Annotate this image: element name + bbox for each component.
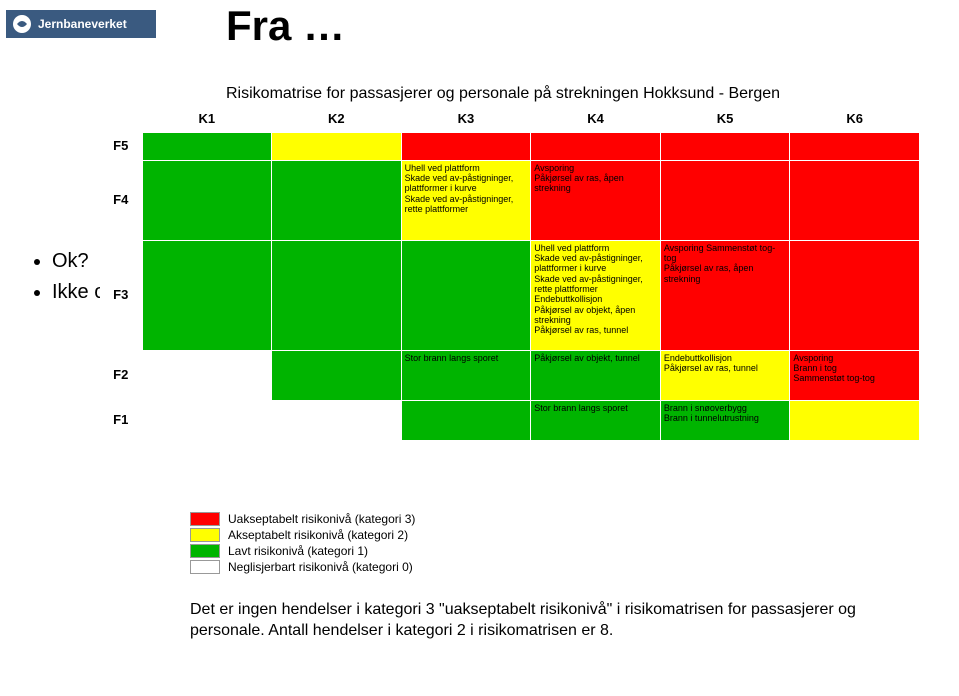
matrix-cell [790,240,920,350]
matrix-cell [401,400,531,440]
matrix-cell [272,160,402,240]
matrix-cell: Stor brann langs sporet [401,350,531,400]
matrix-cell [401,132,531,160]
matrix-cell: AvsporingPåkjørsel av ras, åpen streknin… [531,160,661,240]
legend-row: Akseptabelt risikonivå (kategori 2) [190,528,415,542]
page-title: Fra … [226,2,345,50]
brand-name: Jernbaneverket [38,17,127,31]
matrix-cell [660,132,790,160]
legend-label: Akseptabelt risikonivå (kategori 2) [228,528,408,542]
brand-badge: Jernbaneverket [6,10,156,38]
legend-swatch [190,512,220,526]
row-label: F3 [100,240,142,350]
matrix-cell: Stor brann langs sporet [531,400,661,440]
legend-row: Uakseptabelt risikonivå (kategori 3) [190,512,415,526]
matrix-cell: Avsporing Sammenstøt tog-togPåkjørsel av… [660,240,790,350]
matrix-cell [272,350,402,400]
risk-matrix: K1K2K3K4K5K6 F5F4 Uhell ved plattformSkade… [100,110,920,441]
legend-swatch [190,544,220,558]
col-label: K5 [660,110,790,132]
legend: Uakseptabelt risikonivå (kategori 3) Akse… [190,512,415,576]
matrix-cell: AvsporingBrann i togSammenstøt tog-tog [790,350,920,400]
statement-text: Det er ingen hendelser i kategori 3 "uak… [190,600,930,642]
matrix-cell [142,132,272,160]
row-label: F1 [100,400,142,440]
row-label: F2 [100,350,142,400]
matrix-subtitle: Risikomatrise for passasjerer og persona… [226,85,780,103]
logo-icon [12,14,32,34]
col-label: K6 [790,110,920,132]
matrix-cell [531,132,661,160]
legend-row: Neglisjerbart risikonivå (kategori 0) [190,560,415,574]
col-label: K3 [401,110,531,132]
matrix-cell [401,240,531,350]
legend-swatch [190,560,220,574]
matrix-cell [272,400,402,440]
matrix-cell [790,132,920,160]
matrix-cell: Påkjørsel av objekt, tunnel [531,350,661,400]
matrix-cell [790,160,920,240]
matrix-cell [272,132,402,160]
matrix-cell [142,350,272,400]
matrix-cell: Uhell ved plattformSkade ved av-påstigni… [531,240,661,350]
matrix-cell [660,160,790,240]
matrix-cell [142,240,272,350]
row-label: F5 [100,132,142,160]
legend-swatch [190,528,220,542]
matrix-cell [142,400,272,440]
legend-label: Uakseptabelt risikonivå (kategori 3) [228,512,415,526]
row-label: F4 [100,160,142,240]
matrix-cell [790,400,920,440]
matrix-cell [142,160,272,240]
matrix-cell: Brann i snøoverbyggBrann i tunnelutrustn… [660,400,790,440]
matrix-cell: Uhell ved plattformSkade ved av-påstigni… [401,160,531,240]
legend-label: Lavt risikonivå (kategori 1) [228,544,368,558]
col-label: K1 [142,110,272,132]
col-label: K2 [272,110,402,132]
legend-label: Neglisjerbart risikonivå (kategori 0) [228,560,413,574]
matrix-cell: EndebuttkollisjonPåkjørsel av ras, tunne… [660,350,790,400]
legend-row: Lavt risikonivå (kategori 1) [190,544,415,558]
matrix-cell [272,240,402,350]
col-label: K4 [531,110,661,132]
